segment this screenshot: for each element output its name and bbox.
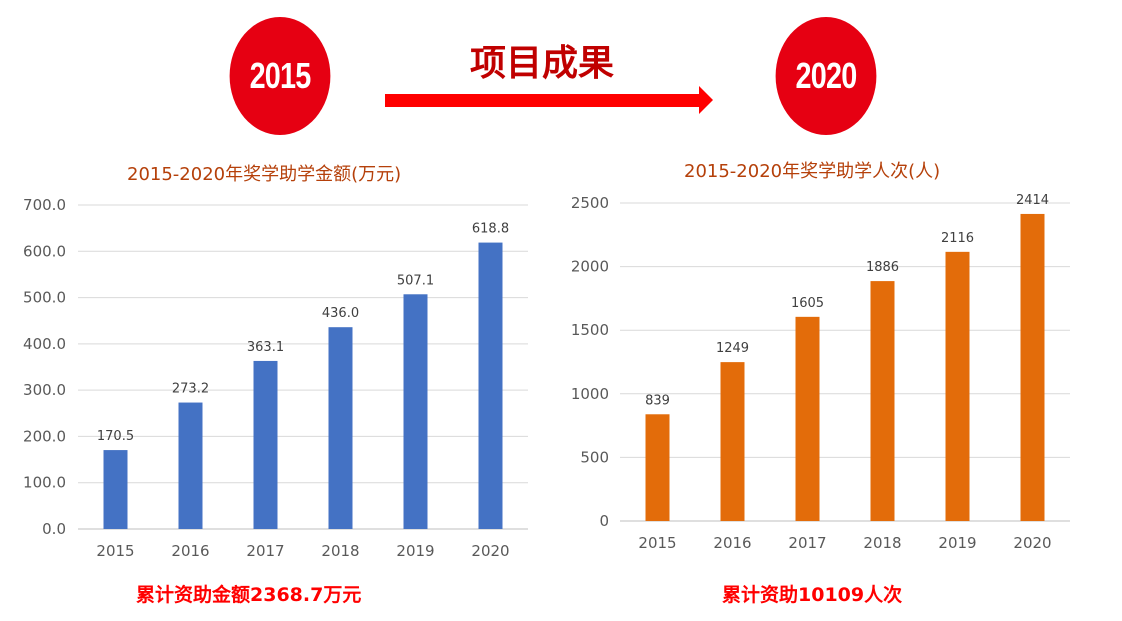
y-tick-label: 400.0 [23, 335, 66, 353]
data-label: 1605 [791, 296, 824, 311]
bar [478, 242, 503, 530]
x-tick-label: 2019 [396, 542, 434, 560]
y-tick-label: 0.0 [42, 520, 66, 538]
data-label: 436.0 [322, 306, 359, 321]
x-tick-label: 2018 [863, 534, 901, 552]
data-label: 2116 [941, 231, 974, 246]
data-label: 618.8 [472, 222, 509, 237]
bar [253, 360, 278, 529]
x-tick-label: 2016 [713, 534, 751, 552]
x-tick-label: 2017 [246, 542, 284, 560]
bar [1020, 213, 1045, 521]
x-tick-label: 2017 [788, 534, 826, 552]
y-tick-label: 0 [599, 512, 609, 530]
bar [720, 362, 745, 521]
bar [945, 251, 970, 522]
y-tick-label: 1000 [571, 385, 609, 403]
data-label: 1249 [716, 341, 749, 356]
x-tick-label: 2016 [171, 542, 209, 560]
end-year-circle: 2020 [775, 17, 877, 135]
total-people: 累计资助10109人次 [722, 584, 903, 606]
x-tick-label: 2015 [96, 542, 134, 560]
data-label: 170.5 [97, 429, 134, 444]
y-tick-label: 1500 [571, 321, 609, 339]
bar [103, 450, 128, 529]
data-label: 273.2 [172, 382, 209, 397]
end-year-label: 2020 [795, 55, 858, 96]
data-label: 507.1 [397, 273, 434, 288]
y-tick-label: 500.0 [23, 289, 66, 307]
x-tick-label: 2019 [938, 534, 976, 552]
chart-title-amount: 2015-2020年奖学助学金额(万元) [127, 164, 402, 185]
y-tick-label: 2000 [571, 258, 609, 276]
y-tick-label: 600.0 [23, 242, 66, 260]
y-tick-label: 100.0 [23, 474, 66, 492]
y-tick-label: 500 [580, 448, 609, 466]
x-tick-label: 2020 [1013, 534, 1051, 552]
y-tick-label: 200.0 [23, 427, 66, 445]
y-tick-label: 2500 [571, 194, 609, 212]
bar [870, 281, 895, 521]
data-label: 1886 [866, 260, 899, 275]
x-tick-label: 2020 [471, 542, 509, 560]
total-amount: 累计资助金额2368.7万元 [136, 584, 362, 606]
bar [795, 316, 820, 521]
start-year-circle: 2015 [229, 17, 331, 135]
bar [645, 414, 670, 521]
arrow-icon [385, 86, 713, 114]
bar [178, 402, 203, 529]
y-tick-label: 700.0 [23, 196, 66, 214]
data-label: 363.1 [247, 340, 284, 355]
bar [403, 294, 428, 529]
data-label: 2414 [1016, 193, 1049, 208]
x-tick-label: 2018 [321, 542, 359, 560]
x-tick-label: 2015 [638, 534, 676, 552]
y-tick-label: 300.0 [23, 381, 66, 399]
bar [328, 327, 353, 529]
start-year-label: 2015 [249, 55, 312, 96]
chart-title-people: 2015-2020年奖学助学人次(人) [684, 161, 941, 182]
data-label: 839 [645, 393, 670, 408]
page-title: 项目成果 [470, 43, 615, 84]
